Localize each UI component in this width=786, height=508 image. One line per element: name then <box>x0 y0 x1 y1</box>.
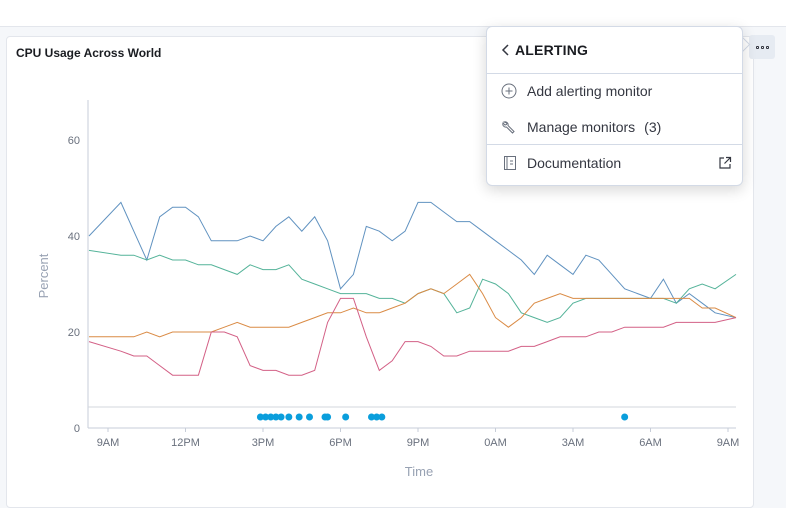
alerting-popover: ALERTING Add alerting monitor Manage mon… <box>486 26 743 186</box>
documentation-label: Documentation <box>527 155 622 171</box>
alert-annotation-dot[interactable] <box>285 413 293 421</box>
top-bar <box>0 0 786 27</box>
alert-annotation-dot[interactable] <box>306 413 313 421</box>
add-alerting-monitor-label: Add alerting monitor <box>527 83 653 99</box>
series-line-4 <box>88 297 737 376</box>
alert-annotation-dot[interactable] <box>324 413 332 421</box>
alert-annotation-dot[interactable] <box>378 413 386 421</box>
alert-annotation-dot[interactable] <box>272 413 280 421</box>
y-tick-label: 60 <box>68 135 80 147</box>
y-axis-title: Percent <box>36 253 51 298</box>
x-tick-label: 9PM <box>407 437 430 449</box>
alert-annotation-dot[interactable] <box>256 413 264 421</box>
popover-title: ALERTING <box>515 42 589 58</box>
alert-annotation-dot[interactable] <box>267 413 275 421</box>
panel-title: CPU Usage Across World <box>16 46 162 60</box>
alert-annotation-dot[interactable] <box>277 413 285 421</box>
alert-annotation-dot[interactable] <box>621 413 629 421</box>
popover-header[interactable]: ALERTING <box>487 27 742 74</box>
alert-annotation-dot[interactable] <box>262 413 270 421</box>
add-alerting-monitor-item[interactable]: Add alerting monitor <box>487 74 742 108</box>
series-line-1 <box>88 201 737 319</box>
external-link-icon[interactable] <box>718 156 732 170</box>
x-tick-label: 9AM <box>97 437 120 449</box>
alert-annotation-dot[interactable] <box>295 413 303 421</box>
y-tick-label: 20 <box>68 327 80 339</box>
y-tick-label: 0 <box>74 423 80 435</box>
document-icon <box>501 154 519 172</box>
x-axis-title: Time <box>405 464 433 479</box>
manage-monitors-item[interactable]: Manage monitors (3) <box>487 110 742 144</box>
manage-monitors-label: Manage monitors <box>527 119 636 135</box>
alert-annotation-dot[interactable] <box>342 413 350 421</box>
x-tick-label: 12PM <box>171 437 200 449</box>
dots-icon <box>755 45 759 49</box>
documentation-item[interactable]: Documentation <box>487 146 742 180</box>
x-tick-label: 3PM <box>252 437 275 449</box>
x-tick-label: 9AM <box>717 437 740 449</box>
x-tick-label: 0AM <box>484 437 507 449</box>
alert-annotation-dot[interactable] <box>373 413 381 421</box>
plus-in-circle-icon <box>500 82 518 100</box>
x-tick-label: 6AM <box>639 437 662 449</box>
line-chart: Percent Time 0 20 40 60 9AM 12PM 3PM 6PM 9PM 0AM 3… <box>36 100 740 479</box>
x-tick-label: 6PM <box>329 437 352 449</box>
alert-annotation-dot[interactable] <box>368 413 375 421</box>
series-line-2 <box>88 249 737 323</box>
y-tick-label: 40 <box>68 231 80 243</box>
x-tick-label: 3AM <box>562 437 585 449</box>
wrench-icon <box>500 118 518 136</box>
panel-options-button[interactable] <box>749 35 775 59</box>
arrow-left-icon[interactable] <box>499 43 513 57</box>
menu-divider <box>487 144 742 145</box>
monitor-count: (3) <box>644 119 662 135</box>
